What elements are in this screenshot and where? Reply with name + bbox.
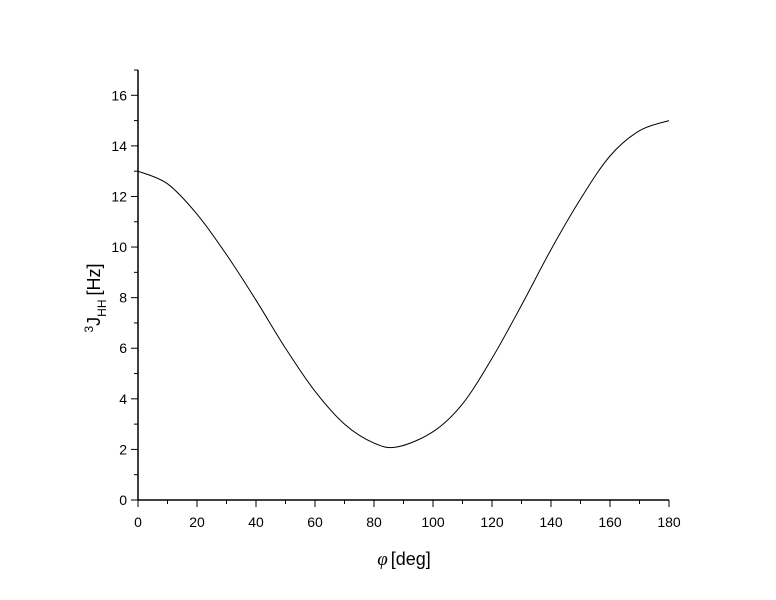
x-tick-label: 20	[189, 514, 205, 530]
y-tick-label: 6	[119, 340, 127, 356]
y-tick-label: 8	[119, 290, 127, 306]
x-tick-label: 100	[421, 514, 445, 530]
x-axis-title-unit: [deg]	[391, 549, 431, 569]
y-tick-label: 14	[111, 138, 127, 154]
y-axis-title-superscript: 3	[82, 326, 96, 333]
y-tick-label: 16	[111, 87, 127, 103]
y-axis-title: 3JHH [Hz]	[82, 263, 109, 332]
y-axis-title-unit: [Hz]	[84, 263, 104, 295]
x-tick-label: 120	[480, 514, 504, 530]
x-tick-label: 160	[598, 514, 622, 530]
x-tick-label: 60	[307, 514, 323, 530]
x-tick-label: 140	[539, 514, 563, 530]
y-tick-label: 0	[119, 492, 127, 508]
x-axis-title-symbol: φ	[377, 549, 388, 570]
y-tick-label: 2	[119, 441, 127, 457]
x-tick-label: 180	[657, 514, 681, 530]
x-tick-label: 40	[248, 514, 264, 530]
y-axis-title-subscript: HH	[95, 299, 109, 316]
svg-text:3JHH[Hz]: 3JHH [Hz]	[82, 263, 109, 332]
svg-text:φ[deg]: φ [deg]	[377, 549, 431, 570]
y-axis-title-symbol: J	[84, 317, 104, 326]
series-line	[137, 120, 670, 449]
y-tick-label: 12	[111, 188, 127, 204]
y-tick-label: 10	[111, 239, 127, 255]
x-tick-label: 0	[134, 514, 142, 530]
x-tick-label: 80	[366, 514, 382, 530]
y-tick-label: 4	[119, 391, 127, 407]
x-axis-title: φ [deg]	[377, 549, 431, 570]
